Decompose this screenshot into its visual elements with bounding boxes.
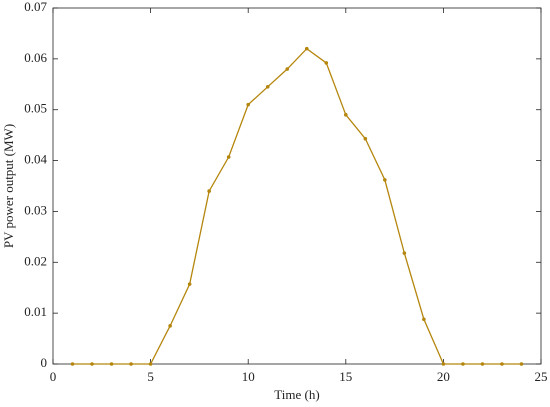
x-tick-label: 5 <box>147 369 154 384</box>
y-tick-label: 0 <box>41 355 48 370</box>
y-tick-label: 0.06 <box>24 50 47 65</box>
data-point <box>129 362 133 366</box>
y-tick-label: 0.04 <box>24 152 47 167</box>
plot-frame <box>52 7 542 365</box>
data-point <box>441 362 446 366</box>
y-tick-label: 0.01 <box>24 304 47 319</box>
x-tick-label: 10 <box>242 369 255 384</box>
x-axis-label: Time (h) <box>274 387 319 402</box>
data-point <box>148 362 153 366</box>
data-point <box>363 136 368 141</box>
data-point <box>480 362 485 366</box>
x-tick-label: 25 <box>535 369 548 384</box>
data-point <box>285 67 290 71</box>
data-line <box>72 47 522 365</box>
y-tick-label: 0.07 <box>24 0 47 14</box>
data-point <box>383 178 387 182</box>
x-tick-label: 0 <box>50 369 57 384</box>
y-tick-label: 0.05 <box>24 101 47 116</box>
y-axis-label: PV power output (MW) <box>1 124 16 248</box>
data-point <box>265 85 270 89</box>
data-point <box>324 61 329 65</box>
data-point <box>226 155 231 159</box>
data-point <box>246 102 250 107</box>
data-point <box>207 189 211 193</box>
data-point <box>168 324 172 328</box>
data-point <box>422 317 426 322</box>
data-point <box>500 362 504 366</box>
data-point <box>344 113 348 117</box>
data-point <box>187 282 192 286</box>
y-tick-label: 0.03 <box>24 202 47 217</box>
data-point <box>70 362 75 366</box>
y-tick-label: 0.02 <box>24 253 47 268</box>
data-point <box>402 251 407 255</box>
data-point <box>461 362 465 366</box>
data-point <box>304 46 309 51</box>
data-point <box>90 362 94 366</box>
data-point <box>519 362 524 366</box>
x-tick-label: 15 <box>339 369 352 384</box>
data-point <box>109 362 114 366</box>
x-tick-label: 20 <box>437 369 450 384</box>
